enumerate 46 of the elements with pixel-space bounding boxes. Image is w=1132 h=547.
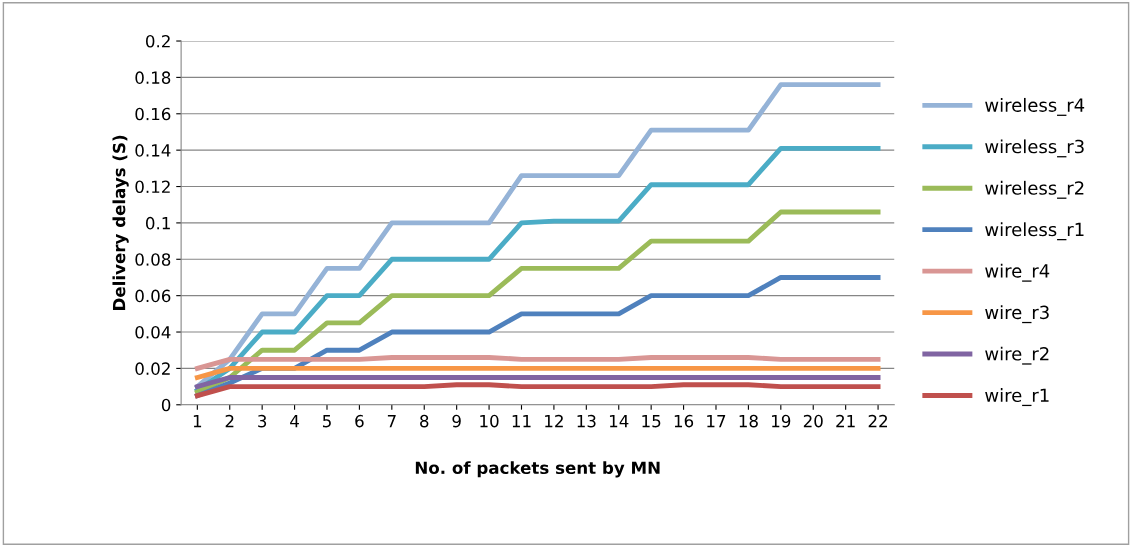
x-tick-label: 21 [836, 414, 855, 428]
x-tick-label: 14 [609, 415, 629, 428]
x-tick-label: 12 [545, 414, 563, 428]
y-tick-label: 0.06 [135, 289, 171, 303]
x-tick-label: 15 [642, 415, 661, 428]
x-tick-label: 22 [868, 414, 888, 428]
x-tick-label: 16 [674, 414, 694, 428]
x-tick-label: 9 [452, 414, 461, 428]
x-tick-label: 11 [512, 415, 531, 428]
x-tick-label: 4 [290, 415, 299, 428]
legend-label: wire_r3 [985, 305, 1049, 324]
legend-label: wireless_r3 [985, 139, 1084, 158]
x-tick-label: 18 [739, 414, 758, 428]
y-tick-label: 0.02 [135, 362, 170, 375]
legend-label: wire_r4 [985, 263, 1050, 282]
y-tick-label: 0.08 [135, 253, 171, 266]
y-axis-title: Delivery delays (S) [112, 135, 129, 310]
legend-label: wireless_r4 [985, 97, 1085, 116]
y-tick-label: 0.16 [135, 107, 171, 121]
x-tick-label: 20 [803, 414, 823, 428]
legend-label: wire_r1 [985, 388, 1049, 407]
x-tick-label: 8 [420, 414, 429, 428]
y-tick-label: 0.14 [135, 144, 171, 157]
legend-label: wireless_r1 [985, 222, 1084, 241]
x-tick-label: 10 [480, 414, 499, 428]
y-tick-label: 0.12 [135, 180, 170, 194]
x-tick-label: 5 [322, 415, 331, 428]
x-tick-label: 3 [258, 414, 267, 428]
y-tick-label: 0.18 [135, 71, 171, 84]
legend-label: wireless_r2 [985, 180, 1084, 199]
x-tick-label: 2 [225, 414, 234, 428]
x-tick-label: 13 [577, 414, 596, 428]
y-tick-label: 0.1 [145, 216, 170, 230]
line-series [194, 145, 881, 393]
legend-label: wire_r2 [985, 346, 1049, 365]
x-tick-label: 1 [193, 415, 202, 428]
x-tick-label: 7 [387, 415, 396, 428]
line-series [194, 209, 881, 395]
x-tick-label: 19 [772, 414, 791, 428]
x-tick-label: 17 [707, 415, 726, 428]
y-tick-label: 0 [161, 398, 171, 412]
x-tick-label: 6 [355, 414, 364, 428]
line-series [194, 82, 881, 390]
y-tick-label: 0.04 [135, 325, 171, 339]
y-tick-label: 0.2 [145, 34, 170, 48]
x-axis-title: No. of packets sent by MN [415, 461, 660, 478]
